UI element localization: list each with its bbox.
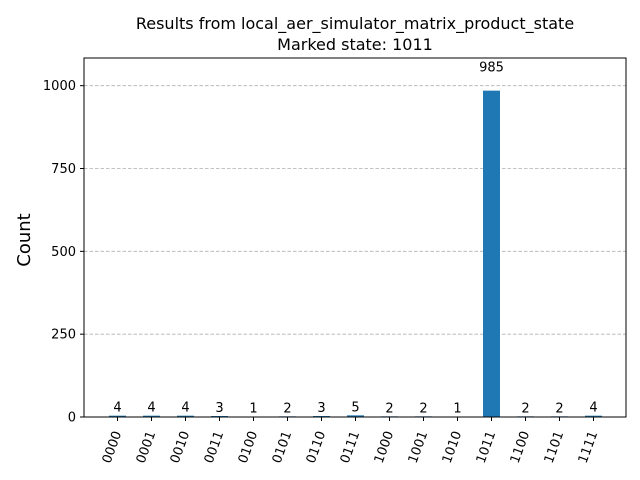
x-tick-label: 0000 (100, 429, 125, 465)
x-tick-label: 0001 (134, 429, 159, 465)
x-tick-label: 1001 (406, 429, 431, 465)
bar-value-label: 4 (589, 401, 597, 416)
bar-value-label: 2 (283, 401, 291, 416)
bar-value-label: 1 (249, 402, 257, 417)
bars (109, 90, 602, 418)
bar-value-label: 2 (521, 401, 529, 416)
y-tick-label: 500 (51, 245, 76, 260)
x-tick-label: 0111 (338, 429, 363, 465)
bar (177, 415, 194, 417)
y-tick-label: 0 (68, 411, 76, 426)
bar (143, 415, 160, 417)
x-tick-label: 0100 (236, 429, 261, 465)
x-tick-label: 1010 (440, 429, 465, 465)
chart-subtitle: Marked state: 1011 (277, 35, 433, 54)
bar-value-label: 3 (317, 401, 325, 416)
bar-value-label: 985 (479, 61, 504, 76)
y-axis-label: Count (14, 213, 35, 266)
x-tick-label: 1100 (508, 429, 533, 465)
x-tick-label: 0101 (270, 429, 295, 465)
bar-value-label: 4 (181, 401, 189, 416)
bar (483, 90, 500, 418)
bar-value-label: 2 (555, 401, 563, 416)
bar-value-label: 3 (215, 401, 223, 416)
bar (347, 415, 364, 417)
bar (109, 415, 126, 417)
x-tick-label: 0011 (202, 429, 227, 465)
bar (585, 415, 602, 417)
bar-value-label: 5 (351, 400, 359, 415)
bar-value-label: 2 (385, 401, 393, 416)
x-tick-label: 1101 (542, 429, 567, 465)
y-tick-label: 250 (51, 328, 76, 343)
x-tick-label: 0010 (168, 429, 193, 465)
x-tick-label: 1111 (576, 429, 601, 465)
x-axis-ticks: 0000 0001 0010 0011 0100 0101 0110 0111 1000 1001… (100, 417, 601, 465)
bar-value-label: 1 (453, 402, 461, 417)
x-tick-label: 0110 (304, 429, 329, 465)
x-tick-label: 1000 (372, 429, 397, 465)
plot-frame (83, 57, 627, 418)
chart-title: Results from local_aer_simulator_matrix_… (136, 14, 574, 34)
bar-value-label: 4 (147, 401, 155, 416)
y-tick-label: 750 (51, 162, 76, 177)
gridlines (84, 85, 626, 335)
y-axis-ticks: 0 250 500 750 1000 (43, 79, 84, 426)
y-tick-label: 1000 (43, 79, 76, 94)
x-tick-label: 1011 (474, 429, 499, 465)
bar-value-label: 2 (419, 401, 427, 416)
data-labels: 4 4 4 3 1 2 3 5 2 2 1 985 2 2 4 (113, 61, 597, 417)
bar-value-label: 4 (113, 401, 121, 416)
